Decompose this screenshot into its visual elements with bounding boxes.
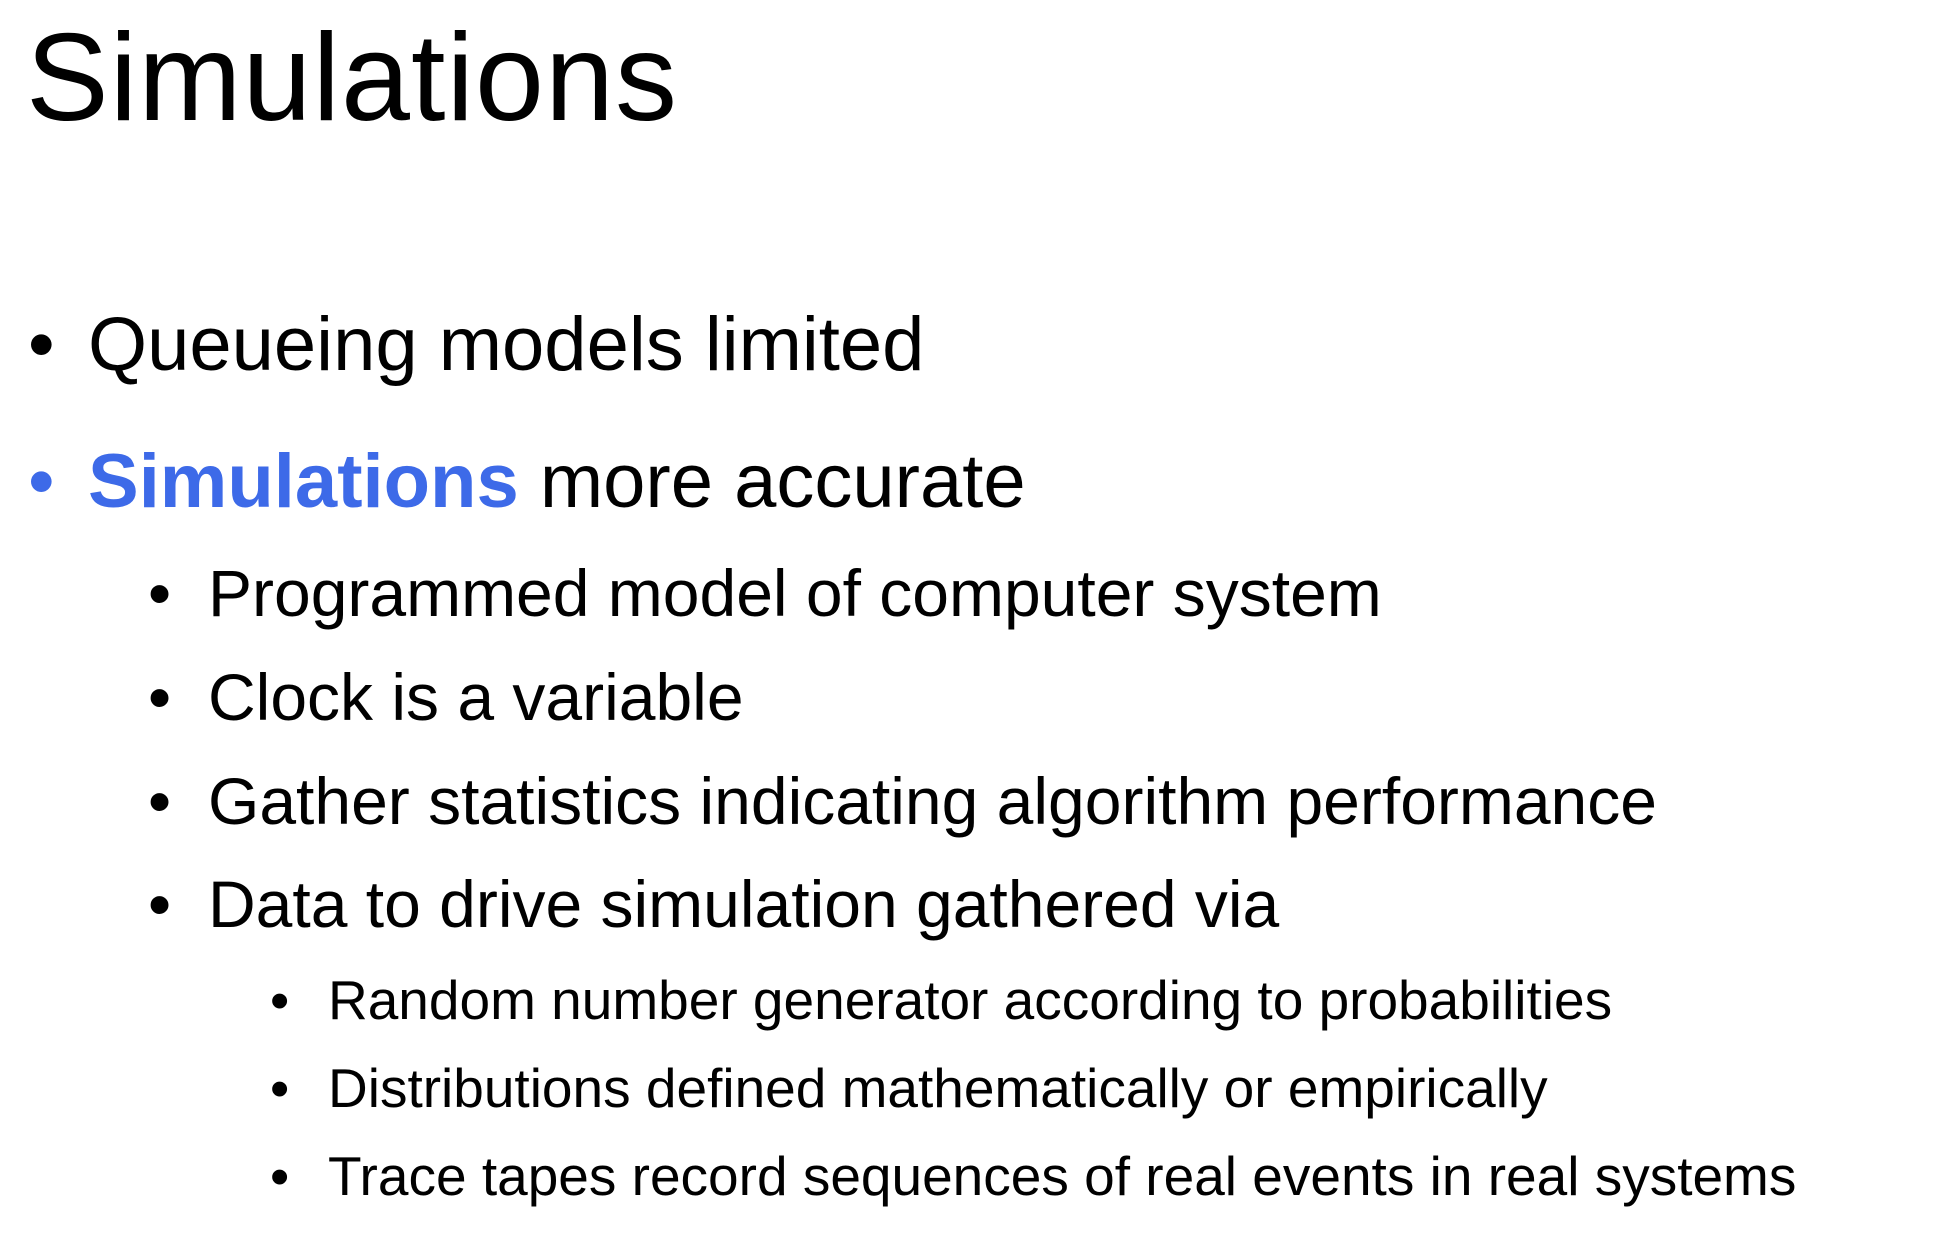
- sub-sub-bullet-distributions: • Distributions defined mathematically o…: [270, 1055, 1548, 1121]
- bullet-icon: •: [148, 660, 172, 734]
- bullet-text: Data to drive simulation gathered via: [208, 867, 1280, 941]
- sub-sub-bullet-random-number: • Random number generator according to p…: [270, 967, 1613, 1033]
- bullet-icon: •: [148, 867, 172, 941]
- bullet-text: Gather statistics indicating algorithm p…: [208, 764, 1657, 838]
- bullet-text: more accurate: [518, 439, 1026, 524]
- bullet-icon: •: [148, 764, 172, 838]
- bullet-text: Queueing models limited: [88, 302, 925, 387]
- sub-bullet-programmed-model: • Programmed model of computer system: [148, 553, 1382, 633]
- bullet-icon: •: [28, 439, 55, 524]
- bullet-text: Clock is a variable: [208, 660, 744, 734]
- sub-bullet-data-drive: • Data to drive simulation gathered via: [148, 864, 1280, 944]
- bullet-icon: •: [270, 969, 290, 1031]
- slide-title: Simulations: [26, 9, 678, 147]
- sub-sub-bullet-trace-tapes: • Trace tapes record sequences of real e…: [270, 1143, 1797, 1209]
- bullet-text: Programmed model of computer system: [208, 556, 1382, 630]
- bullet-icon: •: [270, 1145, 290, 1207]
- bullet-text: Random number generator according to pro…: [328, 969, 1613, 1031]
- sub-bullet-gather-statistics: • Gather statistics indicating algorithm…: [148, 761, 1657, 841]
- bullet-text: Trace tapes record sequences of real eve…: [328, 1145, 1797, 1207]
- bullet-item-queueing: • Queueing models limited: [28, 300, 925, 390]
- bullet-icon: •: [148, 556, 172, 630]
- bullet-icon: •: [28, 302, 55, 387]
- sub-bullet-clock: • Clock is a variable: [148, 657, 744, 737]
- bullet-text: Distributions defined mathematically or …: [328, 1057, 1548, 1119]
- bullet-item-simulations: • Simulations more accurate: [28, 437, 1026, 527]
- bullet-icon: •: [270, 1057, 290, 1119]
- bullet-highlight: Simulations: [88, 439, 519, 524]
